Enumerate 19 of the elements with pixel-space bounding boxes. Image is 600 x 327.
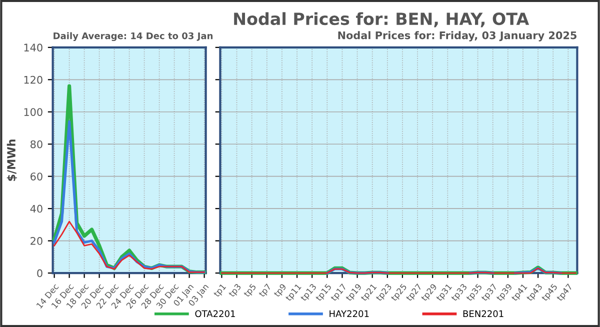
y-tick-label: 100 [24,108,42,116]
y-tick-label: 60 [30,172,42,180]
x-tick-label: tp7 [258,283,273,298]
y-tick-label: 80 [30,140,42,148]
y-tick-label: 40 [30,204,42,213]
x-tick-label: tp5 [243,283,258,298]
legend-label: HAY2201 [330,310,369,318]
chart-subtitle: Nodal Prices for: Friday, 03 January 2025 [338,31,576,42]
x-tick-label: tp1 [213,284,228,298]
y-tick-label: 0 [37,269,42,278]
chart-subtitle: Daily Average: 14 Dec to 03 Jan [54,32,213,42]
x-tick-label: tp3 [228,283,243,298]
y-axis-title: $/MWh [6,140,17,181]
legend-label: OTA2201 [195,310,235,318]
y-tick-label: 140 [24,44,42,52]
chart-title: Nodal Prices for: BEN, HAY, OTA [234,12,530,28]
y-tick-label: 120 [24,76,42,84]
legend-label: BEN2201 [463,310,504,318]
y-tick-label: 20 [30,237,42,245]
